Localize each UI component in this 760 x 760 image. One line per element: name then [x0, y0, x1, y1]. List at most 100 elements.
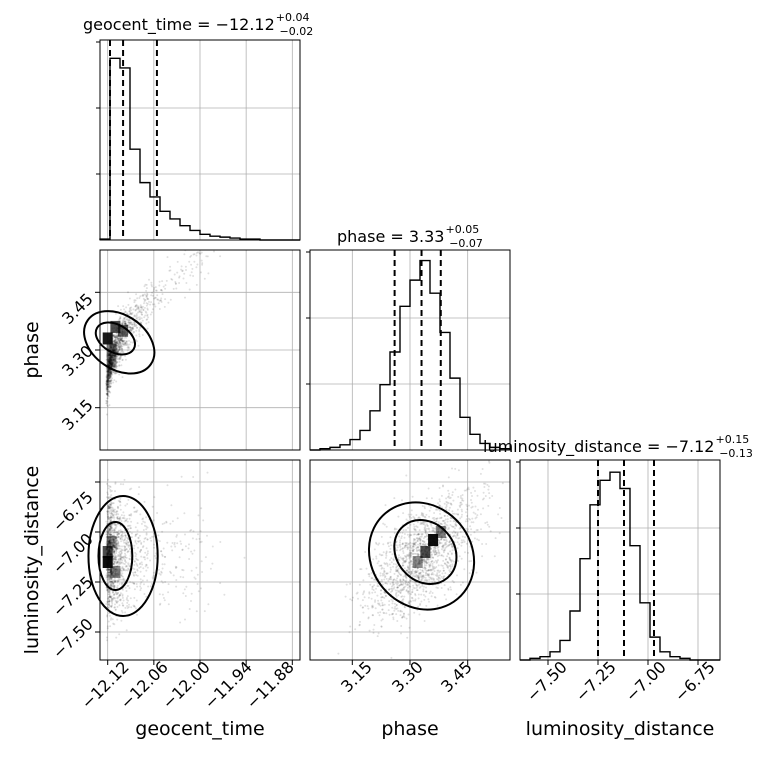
scatter-point	[125, 569, 128, 572]
scatter-point	[493, 555, 496, 558]
scatter-point	[111, 362, 114, 365]
scatter-point	[438, 579, 440, 582]
scatter-point	[447, 476, 450, 479]
scatter-point	[108, 362, 110, 365]
scatter-point	[107, 379, 109, 382]
scatter-point	[115, 341, 118, 344]
scatter-point	[413, 587, 416, 590]
scatter-point	[110, 362, 113, 364]
scatter-point	[126, 349, 129, 352]
scatter-point	[110, 365, 113, 368]
scatter-point	[108, 390, 111, 392]
scatter-point	[408, 515, 411, 518]
scatter-point	[159, 299, 162, 302]
scatter-point	[109, 571, 112, 574]
scatter-point	[108, 505, 111, 508]
scatter-point	[428, 578, 431, 581]
scatter-point	[399, 591, 402, 594]
scatter-point	[414, 565, 417, 568]
scatter-point	[451, 563, 454, 566]
scatter-point	[213, 250, 215, 253]
scatter-point	[109, 580, 112, 583]
scatter-point	[422, 575, 425, 578]
scatter-point	[484, 495, 487, 497]
scatter-point	[107, 369, 110, 372]
scatter-point	[108, 362, 111, 365]
scatter-point	[407, 561, 410, 564]
scatter-point	[105, 568, 108, 571]
scatter-point	[109, 355, 112, 358]
scatter-point	[114, 366, 117, 369]
scatter-point	[109, 372, 112, 374]
scatter-point	[404, 580, 407, 583]
scatter-point	[110, 524, 113, 527]
scatter-point	[116, 342, 118, 345]
scatter-point	[431, 517, 434, 520]
scatter-point	[106, 390, 109, 393]
scatter-point	[161, 581, 164, 584]
scatter-point	[119, 317, 122, 320]
x-tick-label-ph-3: 3.45	[437, 657, 476, 696]
scatter-point	[419, 542, 422, 545]
scatter-point	[108, 371, 111, 374]
scatter-point	[437, 559, 439, 562]
scatter-point	[378, 553, 381, 556]
scatter-point	[127, 319, 130, 322]
scatter-point	[109, 537, 112, 539]
scatter-point	[146, 327, 149, 330]
scatter-point	[137, 305, 140, 308]
scatter-point	[368, 573, 371, 576]
scatter-point	[416, 553, 419, 556]
scatter-point	[140, 549, 142, 552]
scatter-point	[113, 363, 116, 366]
scatter-point	[125, 548, 128, 551]
scatter-point	[425, 560, 428, 563]
scatter-point	[129, 327, 132, 330]
scatter-point	[107, 370, 110, 373]
scatter-point	[418, 561, 421, 564]
scatter-point	[447, 552, 449, 555]
scatter-point	[107, 504, 110, 507]
scatter-point	[110, 568, 113, 571]
scatter-point	[117, 507, 120, 510]
scatter-point	[409, 579, 412, 582]
density-layer	[83, 168, 504, 659]
x-tick-label-ph-2: 3.30	[388, 657, 427, 696]
scatter-point	[447, 587, 450, 590]
scatter-point	[114, 548, 117, 551]
scatter-point	[123, 567, 125, 570]
scatter-point	[112, 560, 115, 563]
scatter-point	[389, 571, 392, 573]
scatter-point	[109, 362, 112, 365]
scatter-point	[115, 336, 118, 338]
scatter-point	[425, 523, 428, 526]
scatter-point	[374, 591, 377, 594]
scatter-point	[443, 538, 445, 541]
scatter-point	[110, 356, 113, 359]
scatter-point	[368, 592, 371, 595]
scatter-point	[109, 538, 112, 541]
scatter-point	[471, 517, 474, 520]
scatter-point	[106, 511, 109, 514]
scatter-point	[125, 341, 128, 344]
scatter-point	[132, 327, 135, 330]
scatter-point	[236, 234, 238, 236]
scatter-point	[131, 323, 134, 326]
scatter-point	[122, 556, 124, 559]
scatter-point	[118, 553, 121, 556]
scatter-point	[314, 168, 316, 170]
scatter-point	[119, 516, 122, 519]
scatter-point	[112, 349, 115, 352]
scatter-point	[108, 578, 111, 580]
scatter-point	[446, 528, 449, 531]
scatter-point	[105, 384, 108, 387]
scatter-point	[106, 512, 109, 515]
scatter-point	[448, 509, 451, 512]
scatter-point	[113, 350, 116, 353]
scatter-point	[113, 336, 116, 338]
scatter-point	[106, 601, 109, 604]
scatter-point	[109, 370, 112, 373]
scatter-point	[109, 541, 112, 544]
scatter-point	[109, 584, 112, 587]
scatter-point	[106, 532, 109, 534]
